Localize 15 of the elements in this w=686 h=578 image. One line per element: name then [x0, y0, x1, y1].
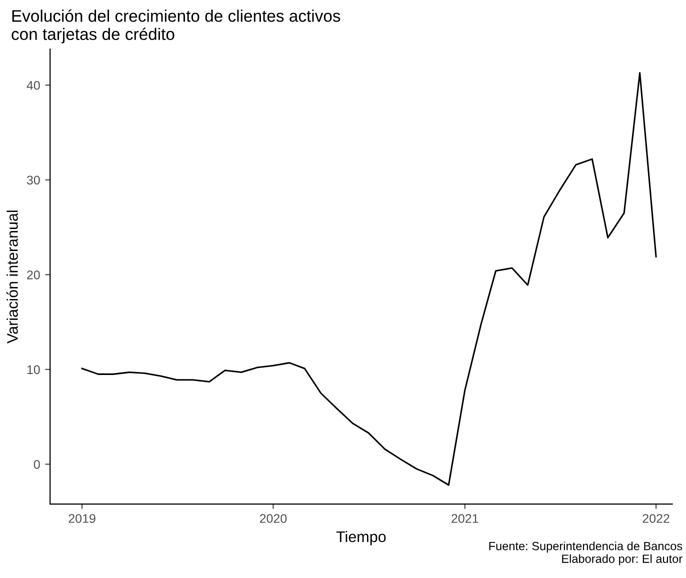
y-tick-label: 10 — [27, 365, 40, 374]
y-tick-label: 40 — [26, 80, 40, 90]
chart-title: Evolución del crecimiento de clientes activos con tarjetas de crédito — [12, 9, 340, 44]
x-tick-label: 2020 — [260, 514, 287, 523]
line-series — [81, 72, 657, 486]
x-tick-label: 2022 — [642, 514, 670, 523]
x-tick-label: 2021 — [452, 514, 478, 523]
x-tick-label: 2019 — [68, 514, 96, 523]
y-tick-label: 30 — [26, 176, 40, 185]
text: Elaborado por: El autor — [562, 554, 682, 566]
source-note: Fuente: Superintendencia de Bancos — [489, 542, 682, 553]
y-tick-label: 0 — [34, 460, 40, 469]
y-axis-title: Variación interanual — [6, 210, 18, 344]
x-axis-title: Tiempo — [336, 530, 386, 546]
y-tick-label: 20 — [27, 270, 40, 280]
